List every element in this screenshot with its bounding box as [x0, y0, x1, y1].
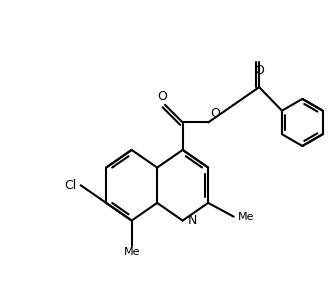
Text: O: O [254, 64, 264, 77]
Text: Cl: Cl [65, 179, 77, 192]
Text: N: N [188, 214, 197, 227]
Text: Me: Me [123, 247, 140, 257]
Text: O: O [157, 90, 167, 103]
Text: O: O [210, 107, 220, 119]
Text: Me: Me [238, 212, 254, 222]
